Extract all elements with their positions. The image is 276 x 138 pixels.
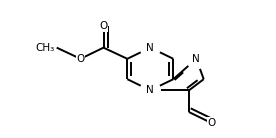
Text: O: O [76, 54, 85, 64]
Text: N: N [147, 85, 154, 95]
Text: N: N [147, 43, 154, 53]
Text: CH₃: CH₃ [36, 43, 55, 53]
Text: O: O [99, 21, 108, 31]
Text: O: O [208, 118, 216, 128]
Text: N: N [192, 54, 200, 64]
